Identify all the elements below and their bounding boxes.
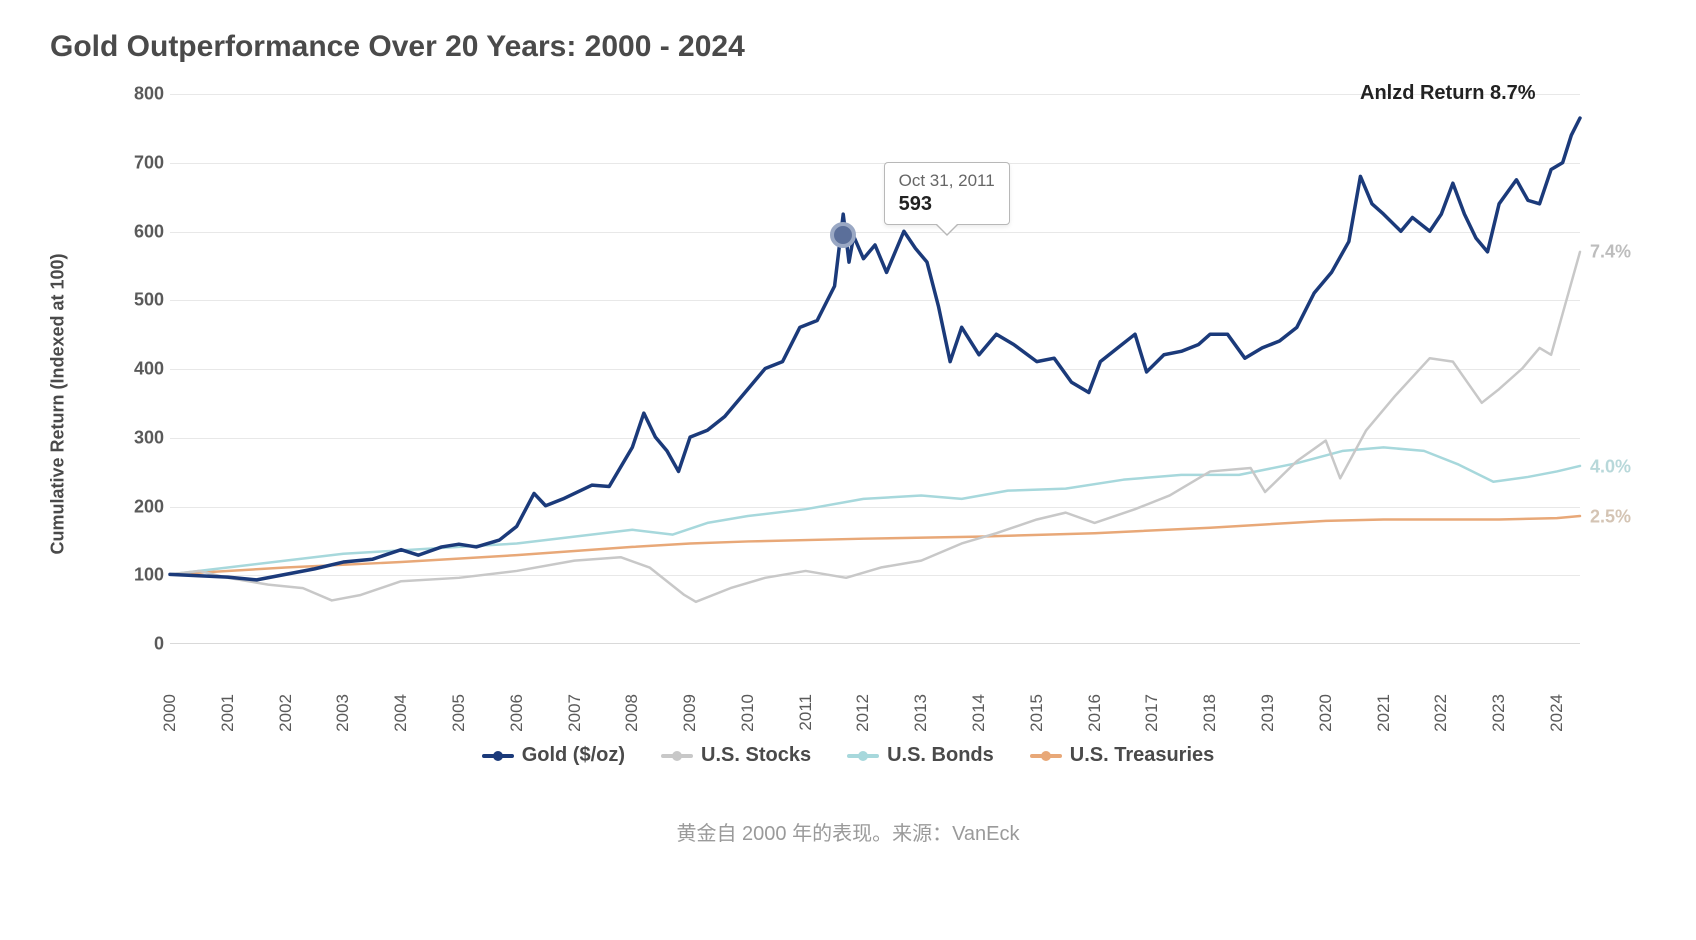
x-tick: 2010 [738, 694, 758, 732]
legend-item: U.S. Bonds [847, 744, 994, 767]
x-tick: 2023 [1489, 694, 1509, 732]
chart-title: Gold Outperformance Over 20 Years: 2000 … [50, 30, 1656, 64]
legend-label: Gold ($/oz) [522, 744, 625, 767]
x-tick: 2004 [391, 694, 411, 732]
x-tick: 2006 [507, 694, 527, 732]
legend: Gold ($/oz) U.S. Stocks U.S. Bonds U.S. Tre… [40, 744, 1656, 767]
x-tick: 2000 [160, 694, 180, 732]
x-tick: 2007 [565, 694, 585, 732]
y-tick: 100 [118, 565, 164, 586]
x-tick: 2017 [1142, 694, 1162, 732]
legend-swatch [482, 754, 514, 758]
x-tick: 2014 [969, 694, 989, 732]
plot-area [170, 94, 1580, 644]
x-tick: 2024 [1547, 694, 1567, 732]
legend-item: U.S. Stocks [661, 744, 811, 767]
x-tick: 2001 [218, 694, 238, 732]
legend-label: U.S. Stocks [701, 744, 811, 767]
x-tick: 2013 [911, 694, 931, 732]
highlight-marker [830, 222, 856, 248]
x-tick: 2015 [1027, 694, 1047, 732]
legend-label: U.S. Bonds [887, 744, 994, 767]
x-tick: 2011 [796, 694, 816, 731]
y-axis-label: Cumulative Return (Indexed at 100) [48, 253, 69, 554]
legend-item: U.S. Treasuries [1030, 744, 1215, 767]
x-tick: 2012 [853, 694, 873, 732]
legend-swatch [661, 754, 693, 758]
annualized-return-label: Anlzd Return 8.7% [1360, 82, 1536, 105]
series-end-label: 7.4% [1590, 242, 1631, 263]
x-tick: 2020 [1316, 694, 1336, 732]
y-tick: 200 [118, 496, 164, 517]
x-tick: 2002 [276, 694, 296, 732]
caption: 黄金自 2000 年的表现。来源：VanEck [40, 817, 1656, 846]
x-tick: 2016 [1085, 694, 1105, 732]
y-tick: 300 [118, 427, 164, 448]
y-tick: 600 [118, 221, 164, 242]
y-tick: 500 [118, 290, 164, 311]
y-tick: 400 [118, 359, 164, 380]
y-tick: 800 [118, 84, 164, 105]
y-tick: 700 [118, 152, 164, 173]
x-tick: 2021 [1374, 694, 1394, 732]
x-tick: 2008 [622, 694, 642, 732]
x-tick: 2018 [1200, 694, 1220, 732]
series-end-label: 2.5% [1590, 506, 1631, 527]
legend-label: U.S. Treasuries [1070, 744, 1215, 767]
x-tick: 2019 [1258, 694, 1278, 732]
legend-swatch [847, 754, 879, 758]
tooltip-date: Oct 31, 2011 [899, 171, 995, 191]
series-line [170, 516, 1580, 574]
series-line [170, 118, 1580, 580]
legend-swatch [1030, 754, 1062, 758]
x-tick: 2003 [333, 694, 353, 732]
x-tick: 2022 [1431, 694, 1451, 732]
x-tick: 2005 [449, 694, 469, 732]
chart-container: Gold Outperformance Over 20 Years: 2000 … [0, 0, 1696, 940]
x-tick: 2009 [680, 694, 700, 732]
chart-box: Cumulative Return (Indexed at 100) 01002… [80, 84, 1640, 724]
tooltip-value: 593 [899, 193, 995, 216]
y-tick: 0 [118, 634, 164, 655]
series-end-label: 4.0% [1590, 456, 1631, 477]
series-line [170, 252, 1580, 602]
legend-item: Gold ($/oz) [482, 744, 625, 767]
tooltip: Oct 31, 2011 593 [884, 162, 1010, 225]
line-svg [170, 94, 1580, 643]
